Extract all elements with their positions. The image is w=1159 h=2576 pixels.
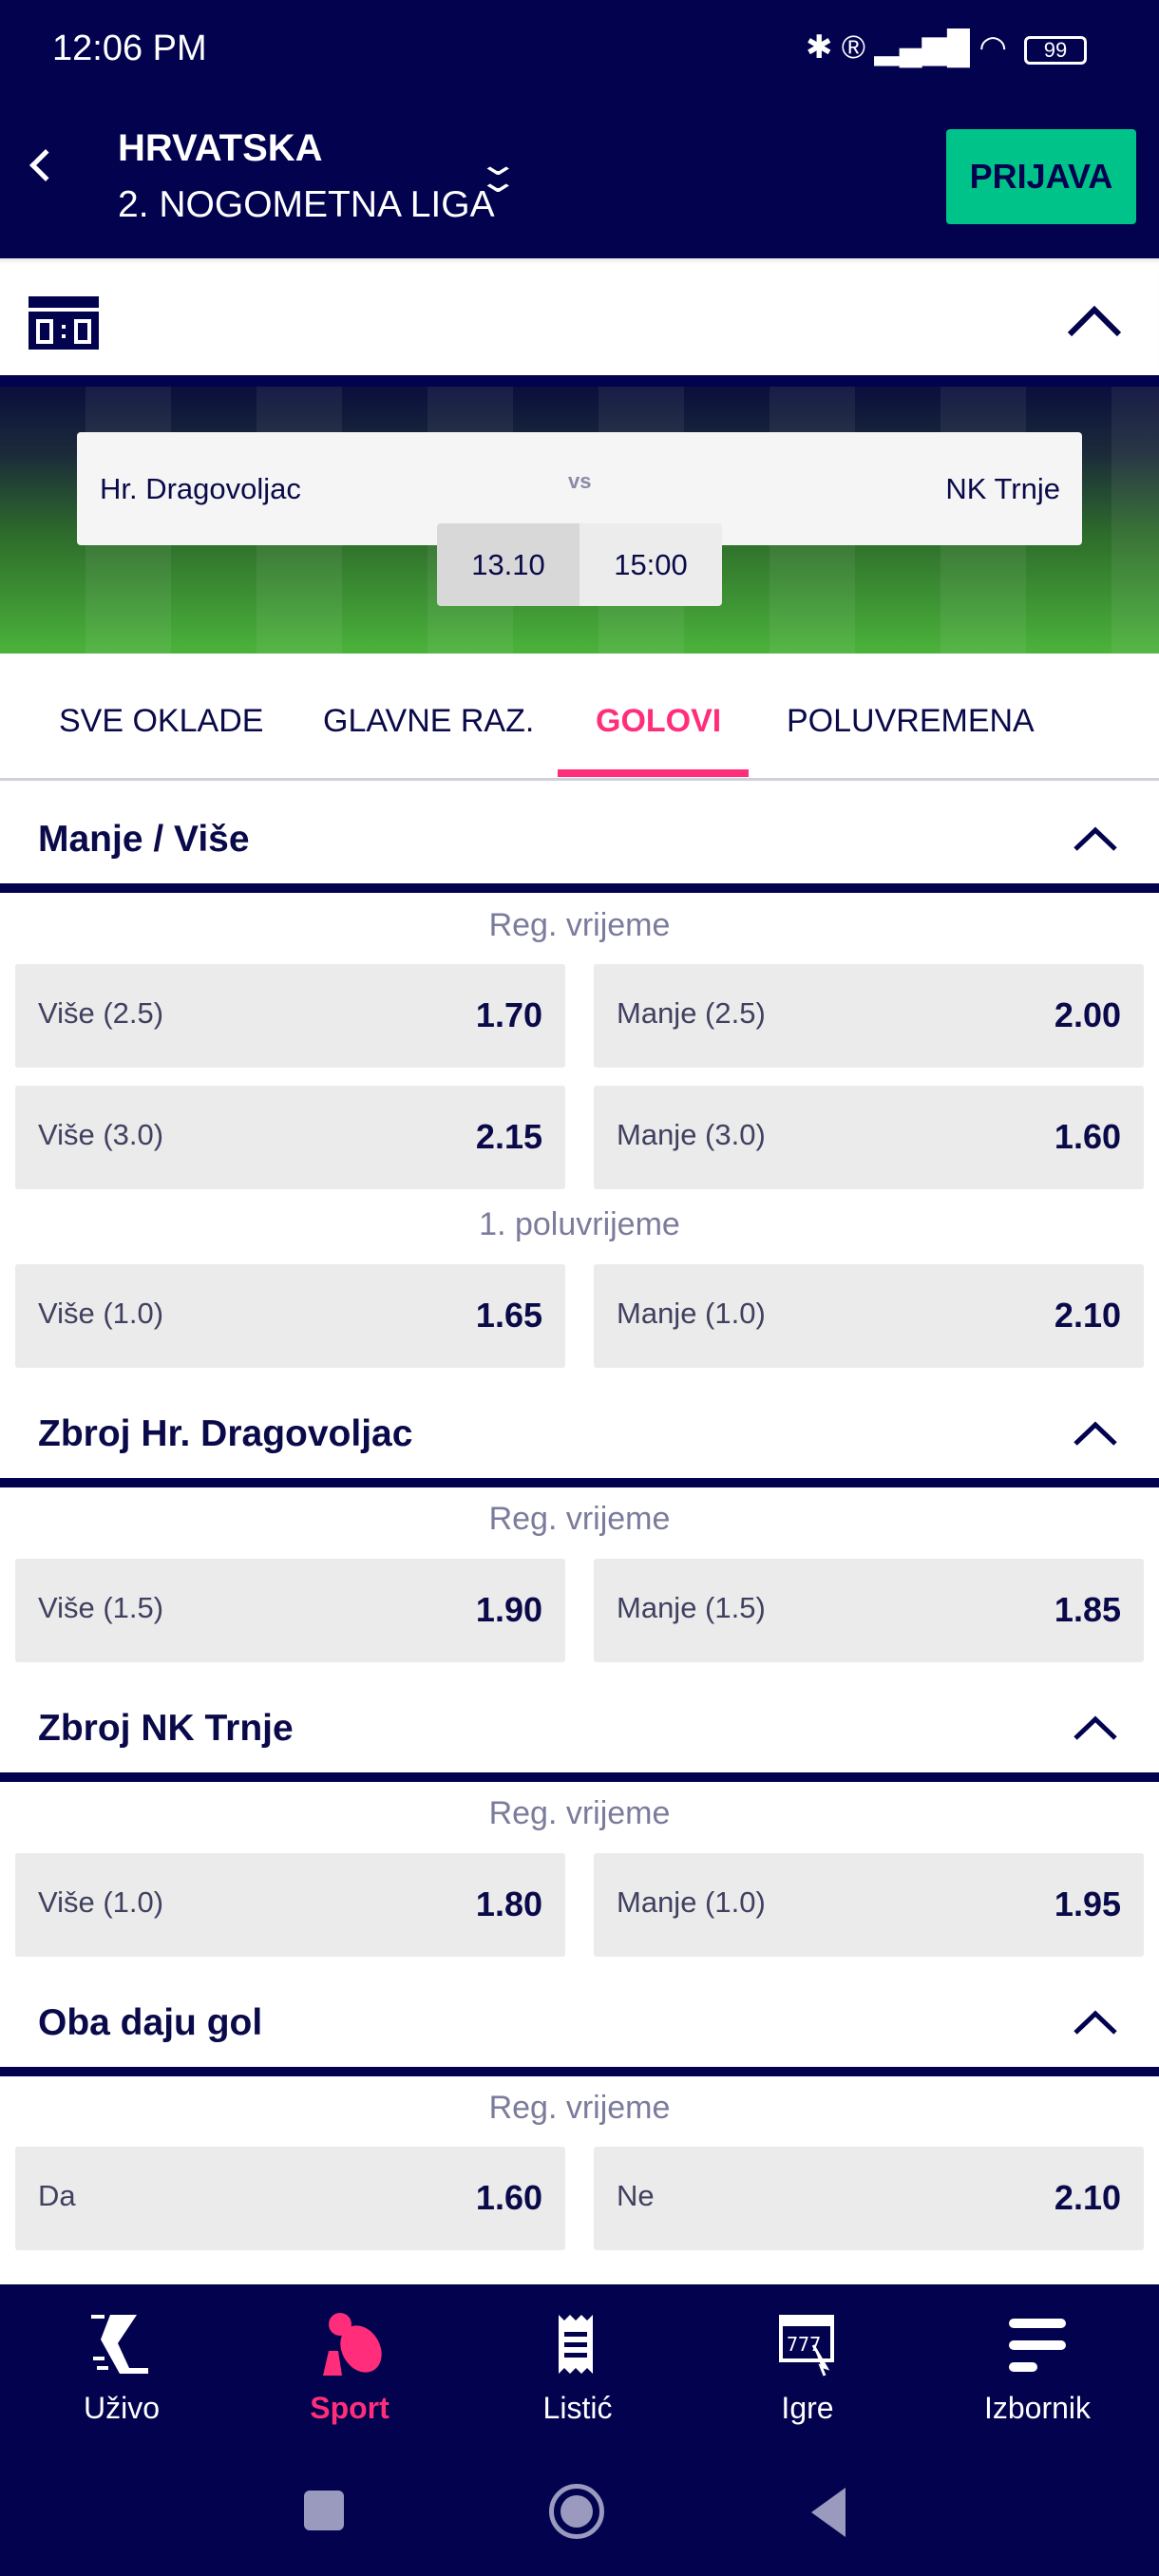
- odds-button[interactable]: Više (3.0) 2.15: [15, 1086, 565, 1189]
- svg-text:777: 777: [787, 2333, 821, 2356]
- system-back-icon[interactable]: [808, 2486, 847, 2539]
- collapse-chevron-icon[interactable]: [1072, 1714, 1119, 1742]
- market-title: Oba daju gol: [38, 2002, 263, 2043]
- period-label: 1. poluvrijeme: [479, 1206, 680, 1242]
- odds-value: 1.60: [475, 2178, 542, 2217]
- slot-machine-icon: 777: [779, 2315, 834, 2377]
- recents-button[interactable]: [304, 2491, 344, 2530]
- odds-button[interactable]: Da 1.60: [15, 2147, 565, 2250]
- nav-label: Izbornik: [983, 2391, 1092, 2425]
- odds-label: Manje (1.5): [617, 1591, 766, 1624]
- home-button[interactable]: [549, 2484, 604, 2539]
- market-header[interactable]: Oba daju gol: [0, 1964, 1159, 2076]
- odds-value: 2.10: [1054, 1296, 1121, 1335]
- battery-icon: 99: [1024, 36, 1087, 65]
- tab-poluvremena[interactable]: POLUVREMENA: [787, 703, 1035, 739]
- market-title: Manje / Više: [38, 819, 250, 860]
- odds-label: Manje (1.0): [617, 1885, 766, 1919]
- odds-button[interactable]: Ne 2.10: [594, 2147, 1144, 2250]
- status-icons: ✱ ® ▂▄▆█ ◠: [806, 29, 1008, 66]
- odds-label: Da: [38, 2179, 76, 2212]
- odds-button[interactable]: Manje (1.0) 2.10: [594, 1264, 1144, 1368]
- nav-label: Uživo: [83, 2391, 160, 2425]
- battery-level: 99: [1043, 38, 1068, 62]
- market-header[interactable]: Manje / Više: [0, 781, 1159, 893]
- odds-value: 2.15: [475, 1117, 542, 1156]
- period-label: Reg. vrijeme: [488, 2090, 671, 2126]
- collapse-chevron-icon[interactable]: [1072, 824, 1119, 853]
- double-chevron-down-icon[interactable]: ⌄ ⌄: [476, 146, 521, 199]
- collapse-chevron-icon[interactable]: [1066, 304, 1123, 338]
- nav-label: Igre: [781, 2391, 834, 2425]
- status-time: 12:06 PM: [52, 28, 207, 68]
- nav-label: Sport: [310, 2391, 390, 2425]
- odds-value: 1.65: [475, 1296, 542, 1335]
- active-tab-indicator: [558, 769, 749, 777]
- odds-value: 1.85: [1054, 1590, 1121, 1629]
- odds-label: Više (2.5): [38, 996, 164, 1030]
- odds-button[interactable]: Više (1.0) 1.65: [15, 1264, 565, 1368]
- period-label: Reg. vrijeme: [488, 1795, 671, 1831]
- vs-label: vs: [568, 469, 592, 493]
- odds-button[interactable]: Više (2.5) 1.70: [15, 964, 565, 1068]
- odds-button[interactable]: Više (1.0) 1.80: [15, 1853, 565, 1957]
- scoreboard-icon[interactable]: [28, 296, 101, 350]
- away-team: NK Trnje: [945, 472, 1060, 505]
- tab-golovi[interactable]: GOLOVI: [596, 703, 722, 739]
- market-header[interactable]: Zbroj Hr. Dragovoljac: [0, 1375, 1159, 1487]
- scoreboard-bar: [0, 258, 1159, 375]
- country-title: HRVATSKA: [118, 127, 323, 169]
- odds-value: 1.60: [1054, 1117, 1121, 1156]
- menu-icon: [1009, 2319, 1066, 2372]
- odds-button[interactable]: Manje (3.0) 1.60: [594, 1086, 1144, 1189]
- odds-value: 2.00: [1054, 995, 1121, 1034]
- odds-label: Više (1.0): [38, 1297, 164, 1330]
- tab-sve-oklade[interactable]: SVE OKLADE: [59, 703, 264, 739]
- match-time: 15:00: [580, 523, 722, 606]
- betting-slip-icon: [559, 2315, 593, 2374]
- login-button[interactable]: PRIJAVA: [946, 129, 1136, 224]
- home-team: Hr. Dragovoljac: [100, 472, 301, 505]
- league-title: 2. NOGOMETNA LIGA: [118, 184, 495, 225]
- odds-button[interactable]: Manje (1.0) 1.95: [594, 1853, 1144, 1957]
- odds-value: 1.80: [475, 1885, 542, 1923]
- odds-button[interactable]: Više (1.5) 1.90: [15, 1559, 565, 1662]
- collapse-chevron-icon[interactable]: [1072, 2008, 1119, 2036]
- tab-glavne-raz[interactable]: GLAVNE RAZ.: [323, 703, 535, 739]
- period-label: Reg. vrijeme: [488, 1501, 671, 1537]
- odds-label: Više (1.0): [38, 1885, 164, 1919]
- odds-label: Manje (1.0): [617, 1297, 766, 1330]
- odds-label: Više (1.5): [38, 1591, 164, 1624]
- market-title: Zbroj NK Trnje: [38, 1708, 294, 1749]
- market-tabs: SVE OKLADE GLAVNE RAZ. GOLOVI POLUVREMEN…: [0, 653, 1159, 781]
- odds-value: 1.70: [475, 995, 542, 1034]
- odds-label: Manje (3.0): [617, 1118, 766, 1151]
- odds-button[interactable]: Manje (2.5) 2.00: [594, 964, 1144, 1068]
- odds-label: Manje (2.5): [617, 996, 766, 1030]
- market-title: Zbroj Hr. Dragovoljac: [38, 1413, 413, 1454]
- bottom-nav: Uživo Sport Listić 777 Igre Izbornik: [0, 2284, 1159, 2576]
- period-label: Reg. vrijeme: [488, 907, 671, 943]
- odds-value: 2.10: [1054, 2178, 1121, 2217]
- odds-value: 1.95: [1054, 1885, 1121, 1923]
- collapse-chevron-icon[interactable]: [1072, 1419, 1119, 1448]
- sports-balls-icon: [323, 2313, 382, 2376]
- odds-value: 1.90: [475, 1590, 542, 1629]
- odds-label: Ne: [617, 2179, 655, 2212]
- odds-label: Više (3.0): [38, 1118, 164, 1151]
- odds-button[interactable]: Manje (1.5) 1.85: [594, 1559, 1144, 1662]
- nav-label: Listić: [542, 2391, 613, 2425]
- market-header[interactable]: Zbroj NK Trnje: [0, 1670, 1159, 1782]
- match-date: 13.10: [437, 523, 580, 606]
- running-shoe-icon: [91, 2315, 148, 2374]
